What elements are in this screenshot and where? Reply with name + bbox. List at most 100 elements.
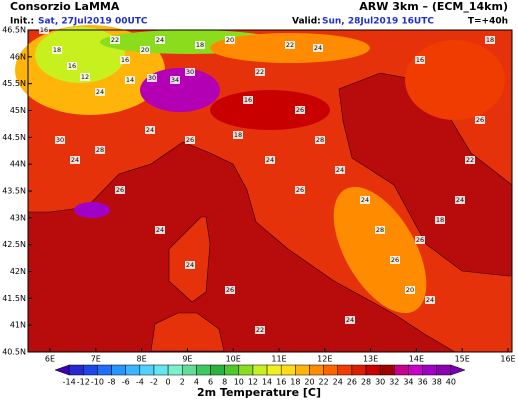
- station-box: [265, 156, 275, 164]
- colorbar-tick-label: 32: [389, 378, 399, 387]
- station-value: 24: [426, 296, 434, 304]
- lat-label: 43N: [10, 213, 26, 222]
- colorbar-swatch: [210, 364, 225, 376]
- colorbar-tick-label: 8: [222, 378, 227, 387]
- station-box: [255, 326, 265, 334]
- station-box: [185, 136, 195, 144]
- station-value: 20: [406, 286, 414, 294]
- station-box: [233, 131, 243, 139]
- station-value: 22: [286, 41, 294, 49]
- colorbar-title: 2m Temperature [C]: [197, 386, 321, 399]
- station-value: 22: [466, 156, 474, 164]
- colorbar-swatch: [238, 364, 254, 376]
- station-value: 26: [296, 106, 304, 114]
- colorbar-swatch: [111, 364, 126, 376]
- colorbar-high: [450, 364, 466, 376]
- station-box: [225, 36, 235, 44]
- lat-label: 41N: [10, 321, 26, 330]
- corsica: [168, 216, 211, 303]
- colorbar-swatch: [365, 364, 381, 376]
- colorbar-tick-label: 20: [304, 378, 314, 387]
- station-box: [335, 166, 345, 174]
- lon-label: 7E: [91, 355, 101, 364]
- colorbar-swatch: [68, 364, 84, 376]
- colorbar-tick-label: 40: [446, 378, 456, 387]
- lon-label: 11E: [271, 355, 286, 364]
- station-value: 22: [111, 36, 119, 44]
- station-value: 28: [376, 226, 384, 234]
- colorbar-swatch: [394, 364, 409, 376]
- station-value: 16: [416, 56, 424, 64]
- station-value: 18: [53, 46, 61, 54]
- station-value: 30: [56, 136, 64, 144]
- station-value: 24: [146, 126, 154, 134]
- station-box: [95, 88, 105, 96]
- colorbar-swatch: [351, 364, 367, 376]
- station-value: 20: [226, 36, 234, 44]
- colorbar-tick-label: 12: [248, 378, 258, 387]
- station-value: 24: [336, 166, 344, 174]
- station-box: [80, 73, 90, 81]
- station-value: 26: [186, 136, 194, 144]
- station-value: 24: [71, 156, 79, 164]
- colorbar-tick-label: 30: [375, 378, 385, 387]
- sea-spot: [74, 202, 110, 218]
- colorbar-tick-label: 6: [208, 378, 213, 387]
- station-box: [313, 44, 323, 52]
- init: Sat, 27Jul2019 00UTC: [38, 17, 148, 27]
- colorbar-tick-label: -14: [63, 378, 76, 387]
- station-value: 30: [186, 68, 194, 76]
- station-box: [155, 36, 165, 44]
- lon-label: 6E: [45, 355, 55, 364]
- colorbar-tick-label: 22: [319, 378, 329, 387]
- po-valley: [210, 90, 330, 130]
- apennines: [333, 186, 427, 314]
- colorbar-tick-label: 28: [361, 378, 371, 387]
- station-box: [125, 76, 135, 84]
- station-value: 26: [416, 236, 424, 244]
- station-box: [425, 296, 435, 304]
- station-box: [55, 136, 65, 144]
- balkans: [405, 40, 505, 120]
- org: Consorzio LaMMA: [10, 0, 120, 13]
- station-box: [375, 226, 385, 234]
- colorbar-swatch: [266, 364, 282, 376]
- colorbar-swatch: [153, 364, 169, 376]
- station-value: 18: [486, 36, 494, 44]
- colorbar-tick-label: 0: [166, 378, 171, 387]
- station-box: [155, 226, 165, 234]
- station-value: 24: [346, 316, 354, 324]
- valid: Sun, 28Jul2019 16UTC: [322, 17, 434, 27]
- colorbar-tick-label: 14: [262, 378, 272, 387]
- colorbar-swatch: [337, 364, 353, 376]
- lon-label: 9E: [182, 355, 192, 364]
- station-value: 24: [314, 44, 322, 52]
- colorbar-swatch: [97, 364, 112, 376]
- station-box: [255, 68, 265, 76]
- station-value: 16: [121, 56, 129, 64]
- colorbar-tick-label: -4: [136, 378, 144, 387]
- station-box: [95, 146, 105, 154]
- lat-label: 41.5N: [2, 294, 26, 303]
- station-value: 16: [244, 96, 252, 104]
- colorbar-swatch: [83, 364, 98, 376]
- station-box: [145, 126, 155, 134]
- colorbar-low: [54, 364, 70, 376]
- station-box: [415, 56, 425, 64]
- station-box: [415, 236, 425, 244]
- station-value: 26: [296, 186, 304, 194]
- station-box: [295, 186, 305, 194]
- sardinia: [150, 312, 225, 352]
- lat-label: 45N: [10, 106, 26, 115]
- station-box: [405, 286, 415, 294]
- station-box: [67, 62, 77, 70]
- station-value: 24: [361, 196, 369, 204]
- station-value: 30: [148, 74, 156, 82]
- station-box: [390, 256, 400, 264]
- lat-label: 42.5N: [2, 240, 26, 249]
- colorbar-swatch: [167, 364, 183, 376]
- colorbar-tick-label: 2: [180, 378, 185, 387]
- station-value: 26: [116, 186, 124, 194]
- station-box: [315, 136, 325, 144]
- lat-label: 46N: [10, 52, 26, 61]
